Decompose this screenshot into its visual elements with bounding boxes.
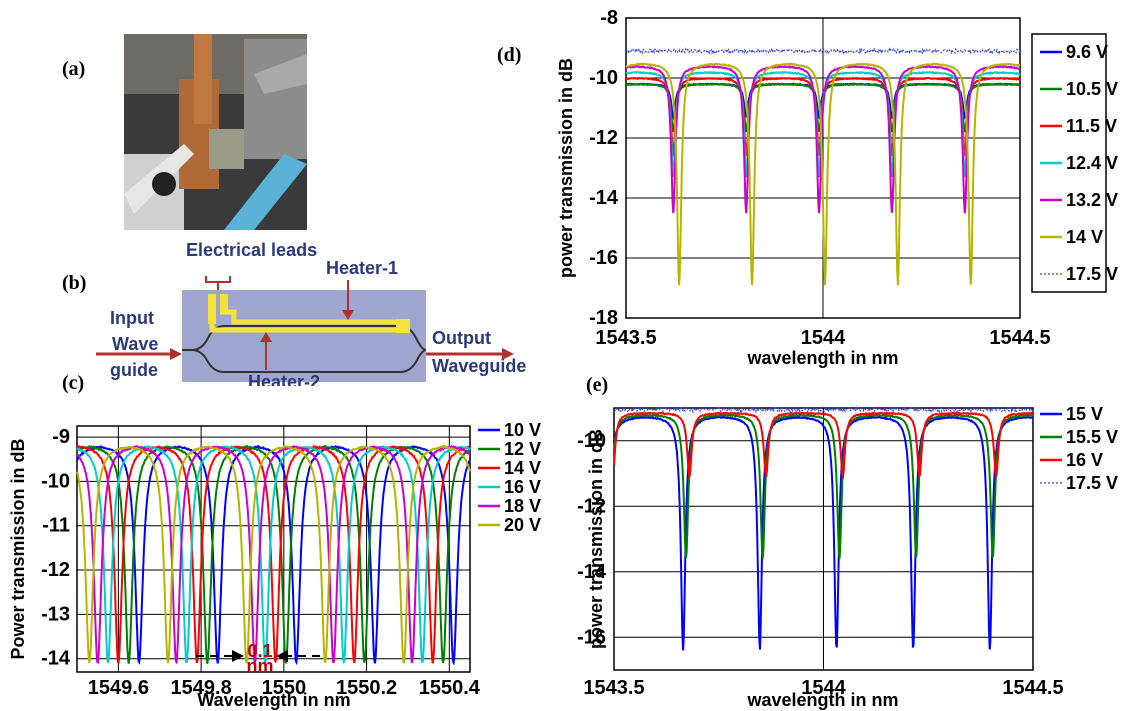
xtick-label: 1549.6 xyxy=(88,677,149,699)
ytick-label: -16 xyxy=(577,626,606,648)
legend-label-1: 10 V xyxy=(504,420,541,440)
ytick-label: -10 xyxy=(577,430,606,452)
xtick-label: 1549.8 xyxy=(171,677,232,699)
legend-label-4: 16 V xyxy=(504,477,541,497)
chip-image xyxy=(182,290,426,382)
ytick-label: -14 xyxy=(41,648,71,670)
legend-label-7: 17.5 V xyxy=(1066,264,1118,284)
series-line-6 xyxy=(625,62,1021,286)
xtick-label: 1544 xyxy=(801,327,846,349)
ytick-label: -10 xyxy=(41,470,70,492)
panel-label-e: (e) xyxy=(586,374,609,396)
ylabel-c: Power transmission in dB xyxy=(8,438,28,659)
input-label-1: Input xyxy=(110,308,154,328)
legend-label-2: 15.5 V xyxy=(1066,427,1118,447)
device-diagram: Electrical leads Heater-1 Heater-2 Input… xyxy=(96,240,526,386)
ytick-label: -14 xyxy=(577,561,607,583)
output-label-2: Waveguide xyxy=(432,356,526,376)
series-line-1 xyxy=(613,415,1034,651)
legend-label-3: 14 V xyxy=(504,458,541,478)
electrical-leads-label: Electrical leads xyxy=(186,240,317,260)
xtick-label: 1544.5 xyxy=(1002,677,1063,699)
series-line-5 xyxy=(76,444,471,666)
legend-label-4: 12.4 V xyxy=(1066,153,1118,173)
ytick-label: -10 xyxy=(589,67,618,89)
input-label-3: guide xyxy=(110,360,158,380)
ytick-label: -11 xyxy=(42,515,70,537)
annot-unit: nm xyxy=(247,656,274,676)
input-label-2: Wave xyxy=(112,334,158,354)
legend-label-2: 12 V xyxy=(504,439,541,459)
legend-label-3: 11.5 V xyxy=(1066,116,1117,136)
xtick-label: 1550.2 xyxy=(336,677,397,699)
legend-label-5: 13.2 V xyxy=(1066,190,1118,210)
xtick-label: 1543.5 xyxy=(595,327,656,349)
series-line-7 xyxy=(625,47,1021,56)
setup-photo xyxy=(124,34,307,230)
panel-label-d: (d) xyxy=(497,44,522,66)
ytick-label: -12 xyxy=(589,127,618,149)
series-line-2 xyxy=(76,444,471,664)
legend-label-6: 14 V xyxy=(1066,227,1103,247)
heater1-label: Heater-1 xyxy=(326,258,398,278)
annot-value: 0.1 xyxy=(247,641,272,661)
legend-label-3: 16 V xyxy=(1066,450,1103,470)
chart-c: -9 -10 -11 -12 -13 -14 1549.6 1549.8 1550 1550.2 1… xyxy=(8,420,541,710)
xtick-label: 1543.5 xyxy=(583,677,644,699)
xtick-label: 1550 xyxy=(262,677,307,699)
ytick-label: -8 xyxy=(600,7,618,29)
series-line-2 xyxy=(613,413,1034,559)
legend-label-1: 15 V xyxy=(1066,404,1103,424)
legend-label-5: 18 V xyxy=(504,496,541,516)
ytick-label: -9 xyxy=(52,426,70,448)
legend-label-1: 9.6 V xyxy=(1066,42,1108,62)
ytick-label: -13 xyxy=(41,603,70,625)
ytick-label: -12 xyxy=(41,559,70,581)
panel-label-a: (a) xyxy=(62,58,86,80)
xtick-label: 1544.5 xyxy=(989,327,1050,349)
ytick-label: -16 xyxy=(589,247,618,269)
series-line-6 xyxy=(76,444,471,664)
heater2-label: Heater-2 xyxy=(248,372,320,386)
output-label-1: Output xyxy=(432,328,491,348)
legend-label-4: 17.5 V xyxy=(1066,473,1118,493)
series-line-3 xyxy=(613,411,1034,480)
ylabel-d: power transmission in dB xyxy=(556,58,576,278)
legend-label-6: 20 V xyxy=(504,515,541,535)
ylabel-e: power transmission in dB xyxy=(586,429,606,649)
panel-label-c: (c) xyxy=(62,372,85,394)
ytick-label: -14 xyxy=(589,187,619,209)
xlabel-e: wavelength in nm xyxy=(746,690,898,710)
xlabel-d: wavelength in nm xyxy=(746,348,898,368)
ytick-label: -12 xyxy=(577,495,606,517)
legend-label-2: 10.5 V xyxy=(1066,79,1118,99)
xtick-label: 1544 xyxy=(801,677,846,699)
xlabel-c: Wavelength in nm xyxy=(197,690,350,710)
chart-e: -10 -12 -14 -16 1543.5 1544 1544.5 wavelength … xyxy=(577,404,1118,710)
series-line-5 xyxy=(625,64,1021,214)
xtick-label: 1550.4 xyxy=(419,677,481,699)
panel-label-b: (b) xyxy=(62,272,87,294)
ytick-label: -18 xyxy=(589,307,618,329)
series-line-4 xyxy=(613,405,1034,414)
